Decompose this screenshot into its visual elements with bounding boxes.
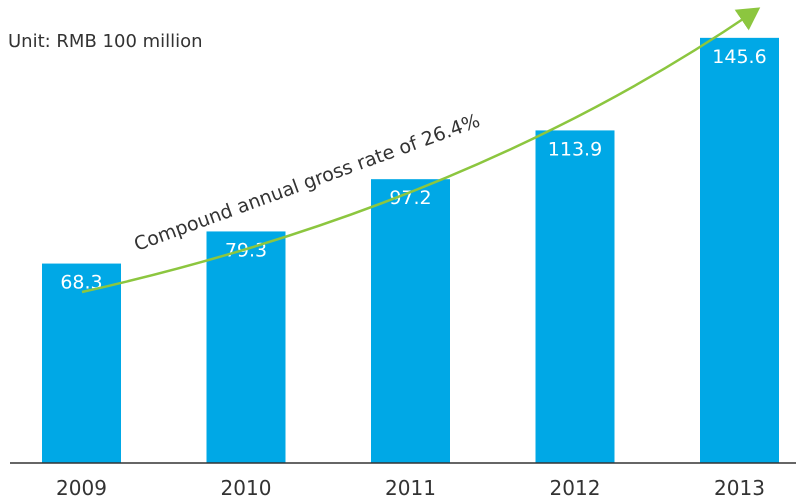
bar-value-label-2009: 68.3 [60, 272, 102, 294]
bar-2012 [535, 130, 615, 464]
bar-value-label-2013: 145.6 [712, 46, 766, 68]
bar-2009 [42, 263, 121, 463]
bar-value-label-2010: 79.3 [225, 239, 267, 261]
x-tick-label-2011: 2011 [385, 476, 436, 500]
bar-2011 [371, 179, 450, 463]
bar-value-label-2011: 97.2 [389, 187, 431, 209]
unit-label: Unit: RMB 100 million [8, 31, 203, 52]
x-tick-label-2009: 2009 [56, 476, 107, 500]
x-tick-label-2010: 2010 [221, 476, 272, 500]
bar-2013 [700, 37, 779, 464]
x-tick-label-2012: 2012 [550, 476, 601, 500]
bar-value-label-2012: 113.9 [548, 138, 602, 160]
x-tick-label-2013: 2013 [714, 476, 765, 500]
bars-group [42, 37, 779, 464]
x-axis-ticks: 2009 2010 2011 2012 2013 [56, 476, 765, 500]
bar-2010 [206, 231, 286, 463]
trend-arrow [81, 7, 761, 294]
